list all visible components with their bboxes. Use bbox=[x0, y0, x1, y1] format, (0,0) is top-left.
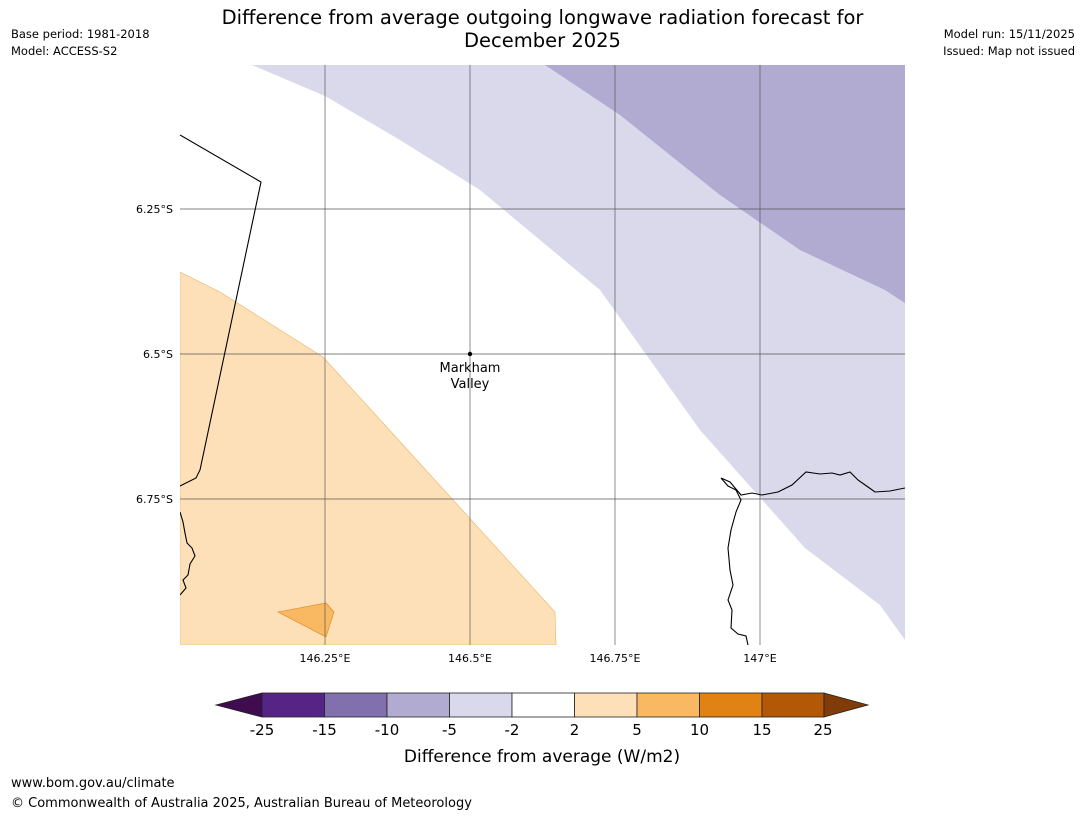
colorbar-tick-label: -15 bbox=[312, 721, 337, 739]
colorbar-segment bbox=[324, 692, 388, 718]
lat-label: 6.5°S bbox=[143, 348, 173, 361]
issued-text: Issued: Map not issued bbox=[943, 44, 1075, 58]
place-marker bbox=[467, 351, 473, 357]
lat-label: 6.75°S bbox=[136, 493, 173, 506]
colorbar-segment bbox=[261, 692, 325, 718]
colorbar-segment bbox=[761, 692, 825, 718]
lon-label: 146.5°E bbox=[448, 652, 492, 665]
lon-label: 146.25°E bbox=[300, 652, 351, 665]
model-run-text: Model run: 15/11/2025 bbox=[943, 27, 1075, 41]
footer-copyright: © Commonwealth of Australia 2025, Austra… bbox=[11, 796, 472, 811]
colorbar-segment bbox=[511, 692, 575, 718]
title-line-2: December 2025 bbox=[464, 29, 621, 52]
anomaly-region-orange bbox=[277, 602, 335, 638]
colorbar-segment bbox=[574, 692, 638, 718]
colorbar-segment bbox=[636, 692, 700, 718]
colorbar-title: Difference from average (W/m2) bbox=[404, 747, 680, 767]
coastline-west bbox=[180, 511, 196, 596]
colorbar-arrow-left bbox=[214, 692, 263, 718]
colorbar-segment bbox=[386, 692, 450, 718]
colorbar-tick-label: -25 bbox=[250, 721, 275, 739]
colorbar-tick-label: -2 bbox=[505, 721, 520, 739]
coastline-east bbox=[720, 471, 905, 645]
map-area bbox=[180, 65, 905, 645]
colorbar-tick-label: 15 bbox=[752, 721, 771, 739]
lat-label: 6.25°S bbox=[136, 203, 173, 216]
colorbar-tick-label: 5 bbox=[632, 721, 642, 739]
chart-title: Difference from average outgoing longwav… bbox=[180, 6, 905, 52]
meta-left: Base period: 1981-2018 Model: ACCESS-S2 bbox=[11, 26, 150, 60]
anomaly-region-mid-purple bbox=[545, 65, 905, 303]
colorbar-arrow-right bbox=[823, 692, 870, 718]
province-boundary bbox=[180, 134, 262, 487]
colorbar-tick-label: -5 bbox=[442, 721, 457, 739]
lon-label: 146.75°E bbox=[590, 652, 641, 665]
colorbar: -25 -15 -10 -5 -2 2 5 10 15 25 Differenc… bbox=[214, 692, 870, 767]
base-period-text: Base period: 1981-2018 bbox=[11, 27, 150, 41]
colorbar-tick-label: 10 bbox=[690, 721, 709, 739]
colorbar-segment bbox=[449, 692, 513, 718]
map-figure: Markham Valley 6.25°S 6.5°S 6.75°S 146.2… bbox=[136, 65, 905, 767]
meta-right: Model run: 15/11/2025 Issued: Map not is… bbox=[943, 26, 1075, 60]
colorbar-tick-label: -10 bbox=[375, 721, 400, 739]
footer-url[interactable]: www.bom.gov.au/climate bbox=[11, 776, 175, 791]
colorbar-segment bbox=[699, 692, 763, 718]
colorbar-tick-label: 2 bbox=[570, 721, 580, 739]
place-label-line2: Valley bbox=[451, 377, 490, 392]
place-label-line1: Markham bbox=[440, 361, 501, 376]
title-line-1: Difference from average outgoing longwav… bbox=[221, 6, 864, 29]
gridlines bbox=[180, 65, 905, 645]
lon-label: 147°E bbox=[743, 652, 776, 665]
anomaly-region-light-orange bbox=[180, 271, 557, 645]
model-text: Model: ACCESS-S2 bbox=[11, 44, 118, 58]
colorbar-tick-label: 25 bbox=[813, 721, 832, 739]
